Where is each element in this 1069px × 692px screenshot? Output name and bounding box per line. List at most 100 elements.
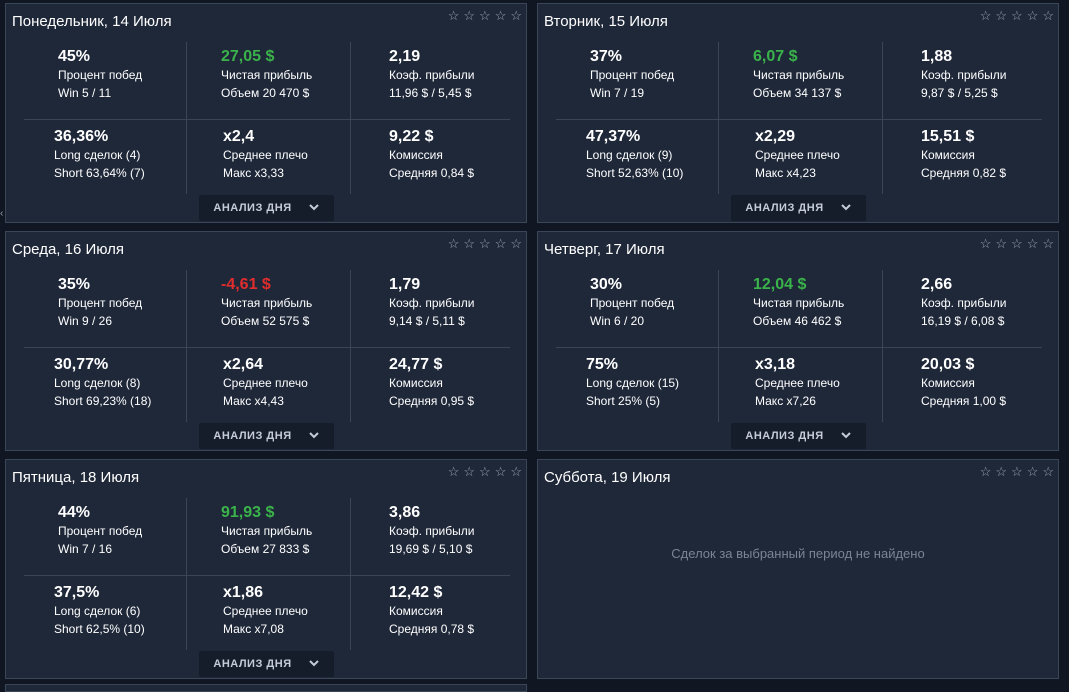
commission-label: Комиссия: [921, 148, 975, 162]
star-icon[interactable]: ☆: [494, 236, 507, 251]
lev-cell: x2,64 Среднее плечо Макс x4,43: [223, 356, 308, 410]
day-analysis-button[interactable]: АНАЛИЗ ДНЯ: [199, 423, 334, 449]
star-icon[interactable]: ☆: [1026, 236, 1039, 251]
star-icon[interactable]: ☆: [979, 236, 992, 251]
star-icon[interactable]: ☆: [1042, 236, 1054, 251]
avg-commission-value: Средняя 0,78 $: [389, 622, 475, 636]
profit-cell: 91,93 $ Чистая прибыль Объем 27 833 $: [221, 504, 312, 558]
commission-label: Комиссия: [389, 604, 443, 618]
star-icon[interactable]: ☆: [995, 8, 1008, 23]
pf-cell: 3,86 Коэф. прибыли 19,69 $ / 5,10 $: [389, 504, 474, 558]
star-icon[interactable]: ☆: [494, 464, 507, 479]
rating-stars: ☆ ☆ ☆ ☆ ☆: [980, 9, 1054, 23]
rating-stars: ☆ ☆ ☆ ☆ ☆: [980, 465, 1054, 479]
star-icon[interactable]: ☆: [995, 464, 1008, 479]
win-count: Win 7 / 16: [58, 542, 113, 556]
day-card-tuesday: Вторник, 15 Июля ☆ ☆ ☆ ☆ ☆ 37% Процент побед Win…: [537, 3, 1059, 223]
star-icon[interactable]: ☆: [1026, 464, 1039, 479]
divider: [882, 42, 883, 194]
long-cell: 37,5% Long сделок (6) Short 62,5% (10): [54, 584, 145, 638]
profit-factor-detail: 19,69 $ / 5,10 $: [389, 542, 473, 556]
net-profit-value: 27,05 $: [221, 48, 275, 65]
divider: [556, 119, 1042, 120]
day-analysis-button[interactable]: АНАЛИЗ ДНЯ: [199, 195, 334, 221]
star-icon[interactable]: ☆: [479, 8, 491, 23]
day-analysis-button[interactable]: АНАЛИЗ ДНЯ: [199, 651, 334, 677]
star-icon[interactable]: ☆: [1011, 236, 1023, 251]
profit-factor-detail: 11,96 $ / 5,45 $: [389, 86, 472, 100]
winrate-value: 35%: [58, 276, 91, 293]
winrate-value: 44%: [58, 504, 91, 521]
divider: [24, 347, 510, 348]
commission-value: 24,77 $: [389, 356, 443, 373]
max-leverage-value: Макс x7,26: [755, 394, 816, 408]
profit-factor-label: Коэф. прибыли: [389, 296, 475, 310]
commission-label: Комиссия: [389, 148, 443, 162]
chevron-down-icon: [308, 201, 320, 216]
stats-grid: 44% Процент побед Win 7 / 16 91,93 $ Чистая …: [6, 498, 526, 650]
avg-leverage-label: Среднее плечо: [223, 604, 308, 618]
divider: [186, 42, 187, 194]
collapse-handle-icon[interactable]: ‹: [0, 208, 4, 219]
star-icon[interactable]: ☆: [995, 236, 1008, 251]
fee-cell: 12,42 $ Комиссия Средняя 0,78 $: [389, 584, 474, 638]
star-icon[interactable]: ☆: [447, 464, 460, 479]
chevron-down-icon: [840, 201, 852, 216]
long-trades-label: Long сделок (6): [54, 604, 141, 618]
profit-factor-label: Коэф. прибыли: [921, 296, 1007, 310]
long-percent-value: 30,77%: [54, 356, 109, 373]
winrate-cell: 45% Процент побед Win 5 / 11: [58, 48, 142, 102]
pf-cell: 1,88 Коэф. прибыли 9,87 $ / 5,25 $: [921, 48, 1006, 102]
star-icon[interactable]: ☆: [447, 8, 460, 23]
volume-value: Объем 52 575 $: [221, 314, 310, 328]
short-trades-value: Short 25% (5): [586, 394, 661, 408]
short-trades-value: Short 52,63% (10): [586, 166, 684, 180]
commission-label: Комиссия: [921, 376, 975, 390]
day-card-wednesday: Среда, 16 Июля ☆ ☆ ☆ ☆ ☆ 35% Процент побед Win 9…: [5, 231, 527, 451]
max-leverage-value: Макс x4,43: [223, 394, 284, 408]
star-icon[interactable]: ☆: [463, 464, 476, 479]
commission-label: Комиссия: [389, 376, 443, 390]
star-icon[interactable]: ☆: [510, 464, 522, 479]
chevron-down-icon: [840, 429, 852, 444]
star-icon[interactable]: ☆: [479, 464, 491, 479]
profit-factor-value: 2,66: [921, 276, 953, 293]
star-icon[interactable]: ☆: [510, 8, 522, 23]
day-title: Четверг, 17 Июля: [544, 241, 665, 258]
day-analysis-label: АНАЛИЗ ДНЯ: [213, 658, 292, 670]
star-icon[interactable]: ☆: [510, 236, 522, 251]
day-title: Пятница, 18 Июля: [12, 469, 140, 486]
fee-cell: 9,22 $ Комиссия Средняя 0,84 $: [389, 128, 474, 182]
star-icon[interactable]: ☆: [1011, 8, 1023, 23]
lev-cell: x3,18 Среднее плечо Макс x7,26: [755, 356, 840, 410]
divider: [186, 498, 187, 650]
day-title: Понедельник, 14 Июля: [12, 13, 172, 30]
long-cell: 30,77% Long сделок (8) Short 69,23% (18): [54, 356, 151, 410]
day-title: Среда, 16 Июля: [12, 241, 125, 258]
day-analysis-button[interactable]: АНАЛИЗ ДНЯ: [731, 423, 866, 449]
fee-cell: 15,51 $ Комиссия Средняя 0,82 $: [921, 128, 1006, 182]
star-icon[interactable]: ☆: [1011, 464, 1023, 479]
star-icon[interactable]: ☆: [494, 8, 507, 23]
star-icon[interactable]: ☆: [447, 236, 460, 251]
star-icon[interactable]: ☆: [1042, 464, 1054, 479]
day-analysis-label: АНАЛИЗ ДНЯ: [745, 202, 824, 214]
long-percent-value: 37,5%: [54, 584, 100, 601]
short-trades-value: Short 63,64% (7): [54, 166, 145, 180]
profit-cell: 27,05 $ Чистая прибыль Объем 20 470 $: [221, 48, 312, 102]
rating-stars: ☆ ☆ ☆ ☆ ☆: [448, 237, 522, 251]
star-icon[interactable]: ☆: [979, 464, 992, 479]
star-icon[interactable]: ☆: [463, 8, 476, 23]
long-trades-label: Long сделок (8): [54, 376, 141, 390]
profit-factor-label: Коэф. прибыли: [389, 524, 475, 538]
day-analysis-button[interactable]: АНАЛИЗ ДНЯ: [731, 195, 866, 221]
star-icon[interactable]: ☆: [1042, 8, 1054, 23]
pf-cell: 2,66 Коэф. прибыли 16,19 $ / 6,08 $: [921, 276, 1006, 330]
star-icon[interactable]: ☆: [463, 236, 476, 251]
star-icon[interactable]: ☆: [479, 236, 491, 251]
star-icon[interactable]: ☆: [979, 8, 992, 23]
profit-factor-value: 1,88: [921, 48, 953, 65]
divider: [350, 270, 351, 422]
divider: [24, 119, 510, 120]
star-icon[interactable]: ☆: [1026, 8, 1039, 23]
